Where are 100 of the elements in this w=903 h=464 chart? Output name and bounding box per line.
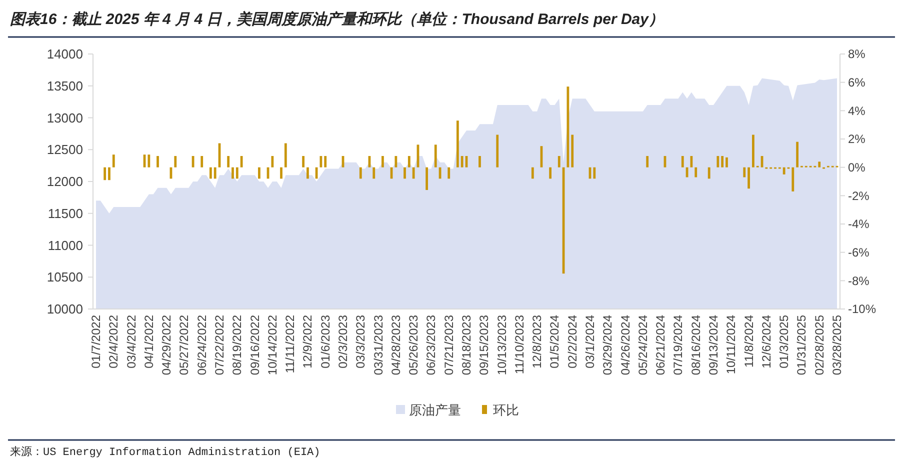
bar — [209, 167, 212, 179]
bar — [752, 134, 754, 168]
bar — [478, 156, 481, 168]
x-tick-label: 10/14/2022 — [265, 314, 280, 376]
bar — [694, 167, 698, 178]
bar — [558, 156, 560, 168]
bar — [236, 167, 238, 179]
x-tick-label: 05/26/2023 — [406, 314, 421, 376]
y-tick-label: 12000 — [46, 174, 83, 190]
x-tick-label: 02/3/2023 — [336, 314, 350, 368]
bar — [280, 167, 282, 179]
y-tick-label: 11500 — [48, 206, 83, 221]
bar — [571, 134, 574, 168]
bar — [200, 156, 204, 168]
x-tick-label: 11/11/2022 — [283, 314, 298, 374]
y2-tick-label: -6% — [848, 246, 870, 260]
y-tick-label: 10000 — [46, 302, 83, 317]
x-tick-label: 04/1/2022 — [142, 314, 156, 368]
x-tick-label: 09/15/2023 — [477, 314, 492, 376]
x-tick-label: 01/31/2025 — [794, 314, 809, 376]
y-tick-label: 11000 — [48, 238, 83, 253]
bar — [284, 143, 287, 168]
x-tick-label: 04/29/2022 — [160, 314, 174, 376]
bar — [743, 167, 746, 178]
x-tick-label: 02/28/2025 — [812, 314, 826, 376]
bar — [412, 167, 415, 179]
x-tick-label: 11/8/2024 — [742, 314, 756, 368]
x-tick-label: 03/1/2024 — [583, 314, 597, 368]
x-tick-label: 06/24/2022 — [194, 314, 209, 376]
bar — [549, 167, 552, 179]
y-tick-label: 13500 — [46, 78, 83, 94]
bar — [448, 167, 450, 179]
y-tick-label: 13000 — [46, 110, 83, 126]
x-tick-label: 07/22/2022 — [212, 314, 226, 376]
bar — [306, 167, 309, 179]
bar — [372, 167, 376, 179]
bar — [721, 156, 724, 168]
bar — [496, 134, 499, 168]
bar — [156, 156, 159, 168]
x-tick-label: 02/4/2022 — [106, 314, 121, 368]
bar — [302, 156, 305, 168]
x-tick-label: 07/19/2024 — [671, 314, 686, 376]
bar — [460, 156, 464, 168]
bar — [227, 156, 230, 168]
bar — [108, 167, 110, 180]
bar — [456, 120, 459, 168]
bar — [148, 154, 150, 168]
bar — [320, 156, 322, 168]
bar — [796, 142, 799, 168]
bar — [214, 167, 216, 179]
x-tick-label: 04/26/2024 — [618, 314, 632, 376]
bar — [359, 167, 362, 179]
x-tick-label: 05/27/2022 — [177, 314, 192, 376]
x-tick-label: 10/11/2024 — [724, 314, 738, 374]
y2-tick-label: -2% — [848, 188, 870, 203]
x-tick-label: 09/16/2022 — [248, 314, 262, 376]
bar — [792, 167, 794, 192]
bar — [716, 156, 720, 168]
x-tick-label: 12/9/2022 — [300, 314, 315, 368]
x-tick-label: 03/29/2024 — [600, 314, 615, 376]
y-tick-label: 12500 — [46, 142, 83, 158]
x-tick-label: 01/3/2025 — [777, 314, 792, 368]
x-tick-label: 06/23/2023 — [424, 314, 438, 376]
x-tick-label: 10/13/2023 — [494, 314, 509, 376]
x-tick-label: 12/8/2023 — [530, 314, 544, 368]
bar — [708, 167, 710, 179]
bar — [174, 156, 177, 168]
x-tick-label: 03/4/2022 — [124, 314, 138, 368]
bar — [404, 167, 406, 179]
bar — [426, 167, 428, 190]
bar — [240, 156, 243, 168]
x-tick-label: 05/24/2024 — [636, 314, 650, 376]
bar — [104, 167, 106, 180]
x-tick-label: 01/6/2023 — [318, 314, 332, 368]
bar — [381, 156, 384, 168]
bar — [593, 167, 596, 179]
bar — [690, 156, 693, 168]
x-tick-label: 04/28/2023 — [388, 314, 403, 376]
x-tick-label: 06/21/2024 — [654, 314, 668, 376]
source-note: 来源：US Energy Information Administration (EIA) — [10, 445, 320, 459]
y2-tick-label: 4% — [848, 104, 866, 118]
bar — [408, 156, 410, 168]
bar — [112, 154, 115, 168]
bar — [566, 86, 570, 168]
bar — [531, 167, 534, 179]
y2-tick-label: 0% — [848, 160, 866, 175]
bar — [324, 156, 327, 168]
x-tick-label: 09/13/2024 — [706, 314, 720, 376]
legend-label: 环比 — [493, 402, 519, 418]
legend-label: 原油产量 — [409, 402, 461, 418]
bar — [258, 167, 260, 179]
x-tick-label: 01/7/2022 — [89, 314, 103, 368]
x-tick-label: 12/6/2024 — [759, 314, 774, 368]
bar — [726, 157, 728, 168]
bar — [434, 144, 437, 168]
y2-tick-label: 2% — [848, 132, 866, 146]
x-tick-label: 03/3/2023 — [354, 314, 368, 368]
x-tick-label: 08/16/2024 — [688, 314, 703, 376]
x-tick-label: 08/18/2023 — [460, 314, 474, 376]
y2-tick-label: -4% — [848, 217, 870, 232]
